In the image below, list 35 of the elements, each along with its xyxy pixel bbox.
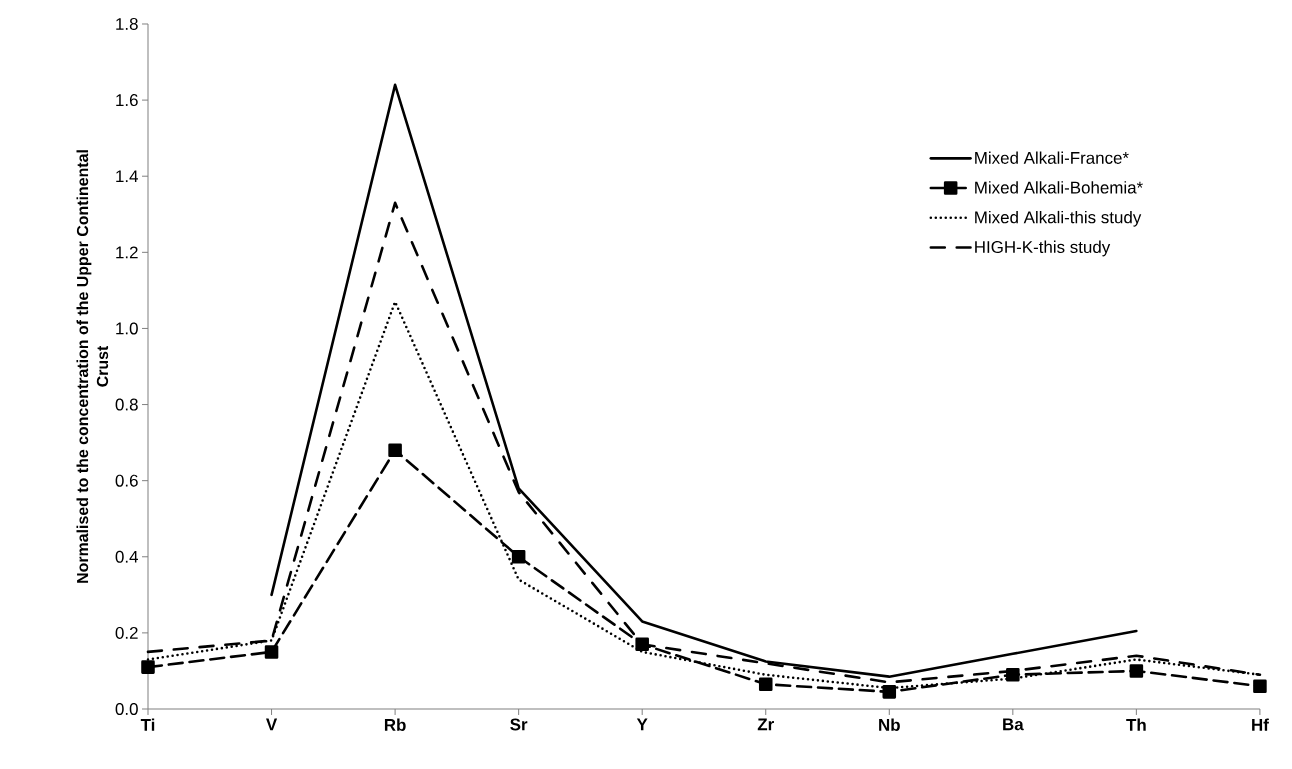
x-tick-label: V [266, 718, 278, 731]
y-tick-label: 1.4 [116, 170, 139, 183]
legend-label: Mixed Alkali-France* [975, 151, 1129, 164]
y-axis-title: Normalised to the concentration of the Upper Continental Crust [76, 150, 109, 583]
y-tick-label: 0.2 [115, 626, 138, 639]
point [1253, 679, 1267, 693]
y-tick-label: 1.0 [116, 322, 138, 335]
x-tick-label: Rb [384, 718, 406, 731]
y-tick-label: 1.6 [116, 94, 138, 107]
x-tick-label: Th [1126, 718, 1146, 731]
x-tick-label: Nb [879, 718, 900, 731]
legend-label: HIGH-K-this study [975, 240, 1111, 257]
point [635, 637, 649, 652]
x-tick-label: Sr [510, 718, 528, 731]
x-tick-label: Y [636, 718, 648, 731]
point [882, 685, 897, 699]
y-tick-label: 0.8 [115, 398, 138, 411]
point [1006, 667, 1020, 682]
y-tick-label: 1.8 [116, 17, 138, 30]
point [1129, 664, 1144, 678]
point [758, 677, 773, 692]
y-tick-label: 0.6 [115, 474, 138, 487]
y-tick-label: 0.4 [115, 550, 139, 563]
x-tick-label: Hf [1252, 718, 1269, 731]
point [264, 645, 279, 659]
legend-label: Mixed Alkali-Bohemia* [975, 181, 1143, 194]
x-tick-label: Ti [140, 718, 155, 731]
point [388, 443, 402, 457]
point [511, 550, 526, 564]
y-tick-label: 1.2 [116, 246, 138, 259]
x-tick-label: Zr [757, 718, 774, 731]
y-tick-label: 0.0 [115, 703, 138, 715]
legend-label: Mixed Alkali-this study [975, 210, 1142, 227]
x-tick-label: Ba [1003, 718, 1024, 731]
point [141, 660, 155, 674]
